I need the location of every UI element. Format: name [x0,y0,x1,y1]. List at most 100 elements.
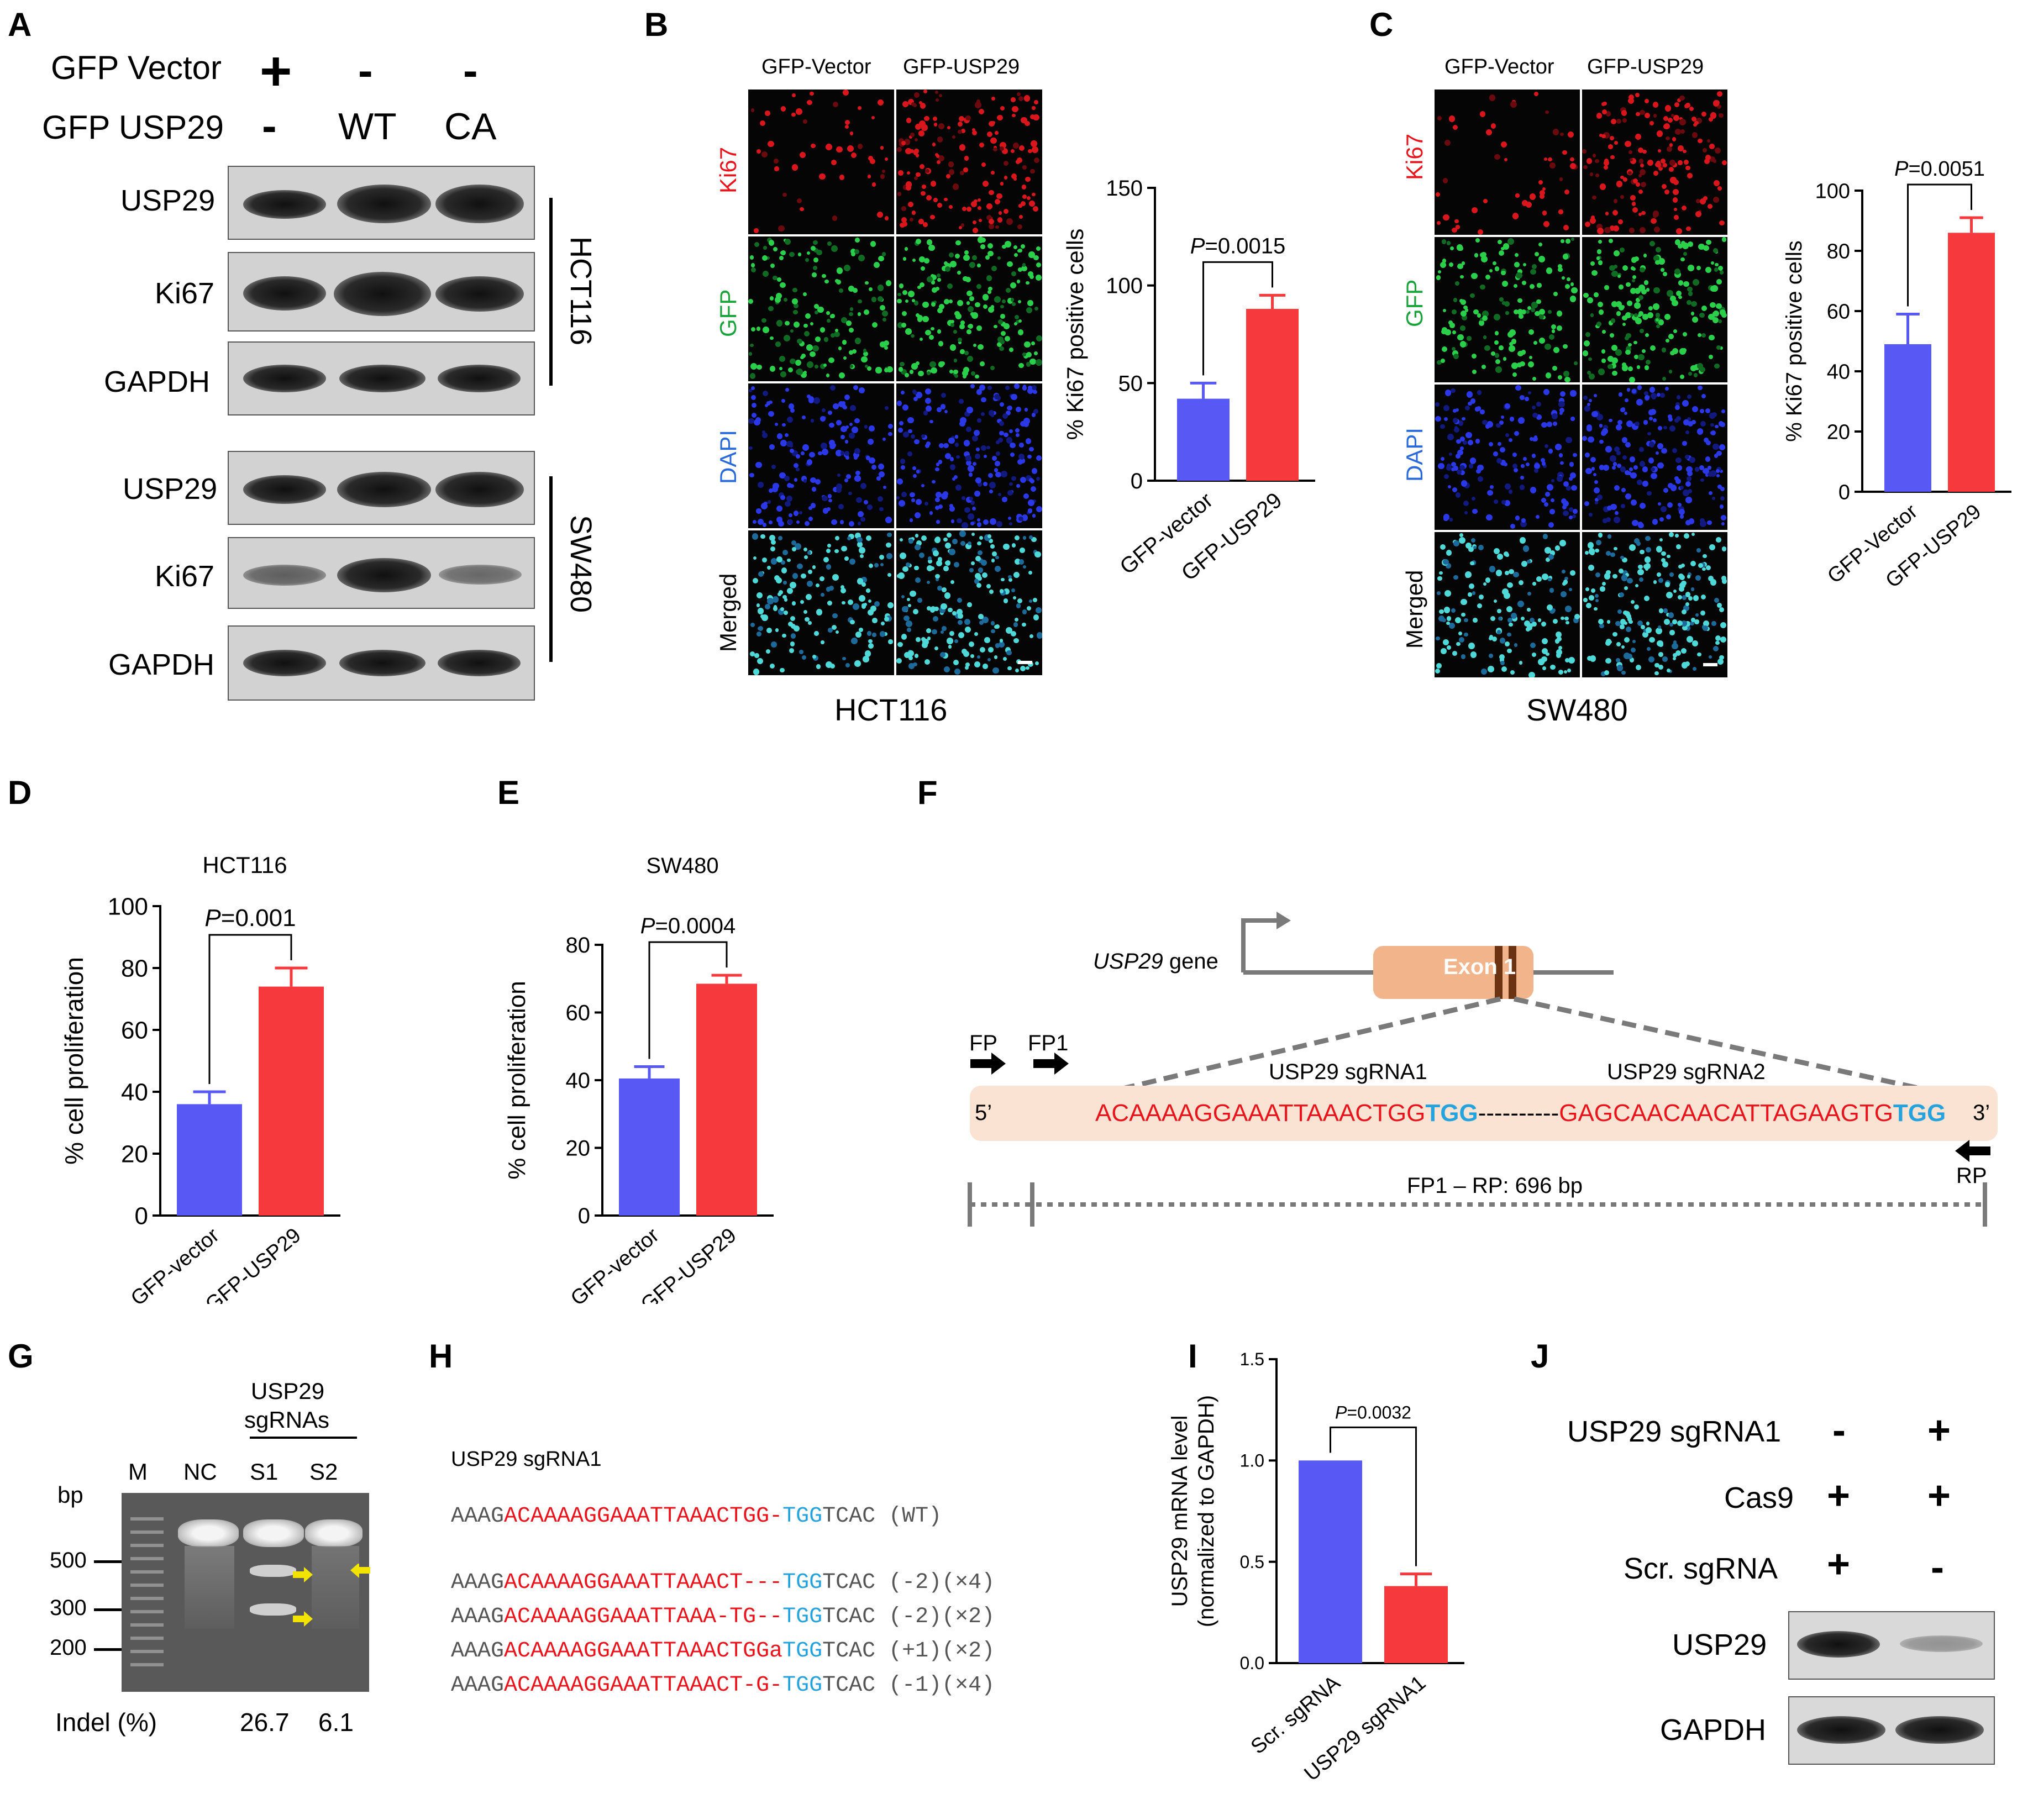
micrograph-tile [747,88,895,235]
indel-s2: 6.1 [318,1708,354,1737]
y-axis-label: % cell proliferation [503,981,530,1180]
marker-500: 500 [50,1548,87,1572]
alignment-row: AAAGACAAAAGGAAATTAAACTGGaTGGTCAC (+1)(×2… [451,1639,995,1664]
micrograph-tile [747,235,895,382]
significance-bracket [648,941,728,1059]
three-prime-label: 3’ [1973,1101,1990,1125]
c-col-header-vector: GFP-Vector [1444,55,1554,78]
y-tick-label: 0 [135,1202,148,1229]
exon-label: Exon 1 [1443,955,1516,979]
scale-bar [1703,663,1717,666]
chart-d: 020406080100GFP-vectorGFP-USP29P=0.001% … [60,852,340,1304]
micrograph-tile [1581,383,1729,531]
gene-label: USP29 gene [1093,949,1218,974]
j-sgrna1-lane1: - [1832,1408,1846,1453]
bar [1948,233,1995,492]
panel-label-e: E [497,774,520,811]
y-tick-label: 20 [1827,420,1850,444]
blot-label-usp29-hct116: USP29 [120,184,216,217]
y-tick-label: 100 [1815,180,1850,203]
y-tick-label: 50 [1118,371,1143,396]
y-tick-label: 80 [566,933,591,958]
promoter-arrow-icon [1241,918,1276,972]
gfp-vector-lane1: + [260,40,292,102]
y-tick-label: 0.5 [1240,1552,1264,1572]
bracket-sw480 [549,476,553,662]
g-arrows [293,1564,370,1627]
chart-c: 020406080100GFP-VectorGFP-USP29P=0.0051%… [1782,157,2011,593]
p-value-label: P=0.0051 [1894,157,1985,181]
y-axis-label: % cell proliferation [60,957,88,1165]
fp-arrow-icon [970,1053,1006,1075]
j-scr-lane1: + [1827,1542,1851,1586]
scale-bar [1018,661,1032,664]
zoom-line-left [1099,996,1501,1097]
cell-line-hct116: HCT116 [564,236,597,346]
significance-bracket [1330,1426,1417,1566]
cell-line-sw480: SW480 [564,515,597,613]
rp-arrow-icon [1955,1140,1990,1162]
gfp-usp29-lane2: WT [338,106,397,148]
gfp-vector-lane2: - [358,46,373,95]
panel-label-i: I [1188,1338,1197,1375]
significance-bracket [1202,261,1273,376]
y-axis-label: % Ki67 positive cells [1782,240,1806,442]
panel-label-b: B [644,6,669,43]
panel-label-a: A [8,6,32,43]
bar [1384,1586,1448,1663]
yellow-arrow-icon [293,1567,313,1582]
bar [1177,398,1230,481]
bar [177,1104,242,1216]
j-cas9-lane2: + [1927,1474,1951,1518]
g-group-bracket [250,1437,357,1439]
c-row-label-dapi: DAPI [1401,427,1427,482]
lane-nc: NC [183,1459,217,1485]
marker-300: 300 [50,1596,87,1620]
j-cas9-lane1: + [1827,1474,1851,1518]
alignment-row: AAAGACAAAAGGAAATTAAACT-G-TGGTCAC (-1)(×4… [451,1673,995,1698]
blot-label-ki67-hct116: Ki67 [155,277,215,310]
y-tick-label: 100 [1106,274,1143,298]
blot-usp29-sw480 [228,451,535,525]
y-tick-label: 150 [1106,176,1143,201]
c-col-header-usp29: GFP-USP29 [1587,55,1704,78]
y-tick-label: 0 [1131,469,1143,493]
y-tick-label: 40 [1827,360,1850,383]
blot-gapdh-hct116 [228,341,535,415]
b-col-header-usp29: GFP-USP29 [903,55,1020,78]
b-cell-line: HCT116 [834,692,948,727]
fp1-arrow-icon [1033,1053,1069,1075]
marker-200: 200 [50,1635,87,1660]
bar [1884,344,1931,492]
j-blot-label-usp29: USP29 [1672,1628,1767,1661]
y-tick-label: 0 [1838,481,1850,504]
gfp-usp29-lane3: CA [444,106,497,148]
yellow-arrow-icon [293,1611,313,1627]
exon-box [1373,946,1533,999]
j-sgrna1-lane2: + [1927,1408,1951,1453]
panel-label-g: G [8,1338,34,1375]
gfp-vector-lane3: - [463,46,478,95]
gel-image [122,1493,369,1692]
b-row-label-dapi: DAPI [715,429,741,484]
sequence-band [970,1086,1998,1141]
lane-m: M [128,1459,148,1485]
j-blot-usp29 [1788,1611,1995,1680]
bar [1299,1460,1362,1663]
alignment-row: AAAGACAAAAGGAAATTAAA-TG--TGGTCAC (-2)(×2… [451,1605,995,1629]
j-row-label-scr: Scr. sgRNA [1624,1552,1778,1585]
row-label-gfp-usp29: GFP USP29 [42,109,224,146]
indel-label: Indel (%) [55,1708,157,1737]
y-tick-label: 0.0 [1240,1653,1264,1673]
c-row-label-gfp: GFP [1401,279,1427,327]
micrograph-tile [895,382,1043,529]
b-row-label-gfp: GFP [715,289,741,337]
fp1-label: FP1 [1028,1031,1069,1055]
sgrna2-label: USP29 sgRNA2 [1607,1060,1766,1084]
blot-ki67-hct116 [228,252,535,332]
blot-label-usp29-sw480: USP29 [123,472,218,506]
b-micrograph-grid [747,88,1043,676]
micrograph-tile [1433,236,1581,383]
chart-title: SW480 [646,854,718,878]
j-row-label-cas9: Cas9 [1724,1481,1794,1514]
